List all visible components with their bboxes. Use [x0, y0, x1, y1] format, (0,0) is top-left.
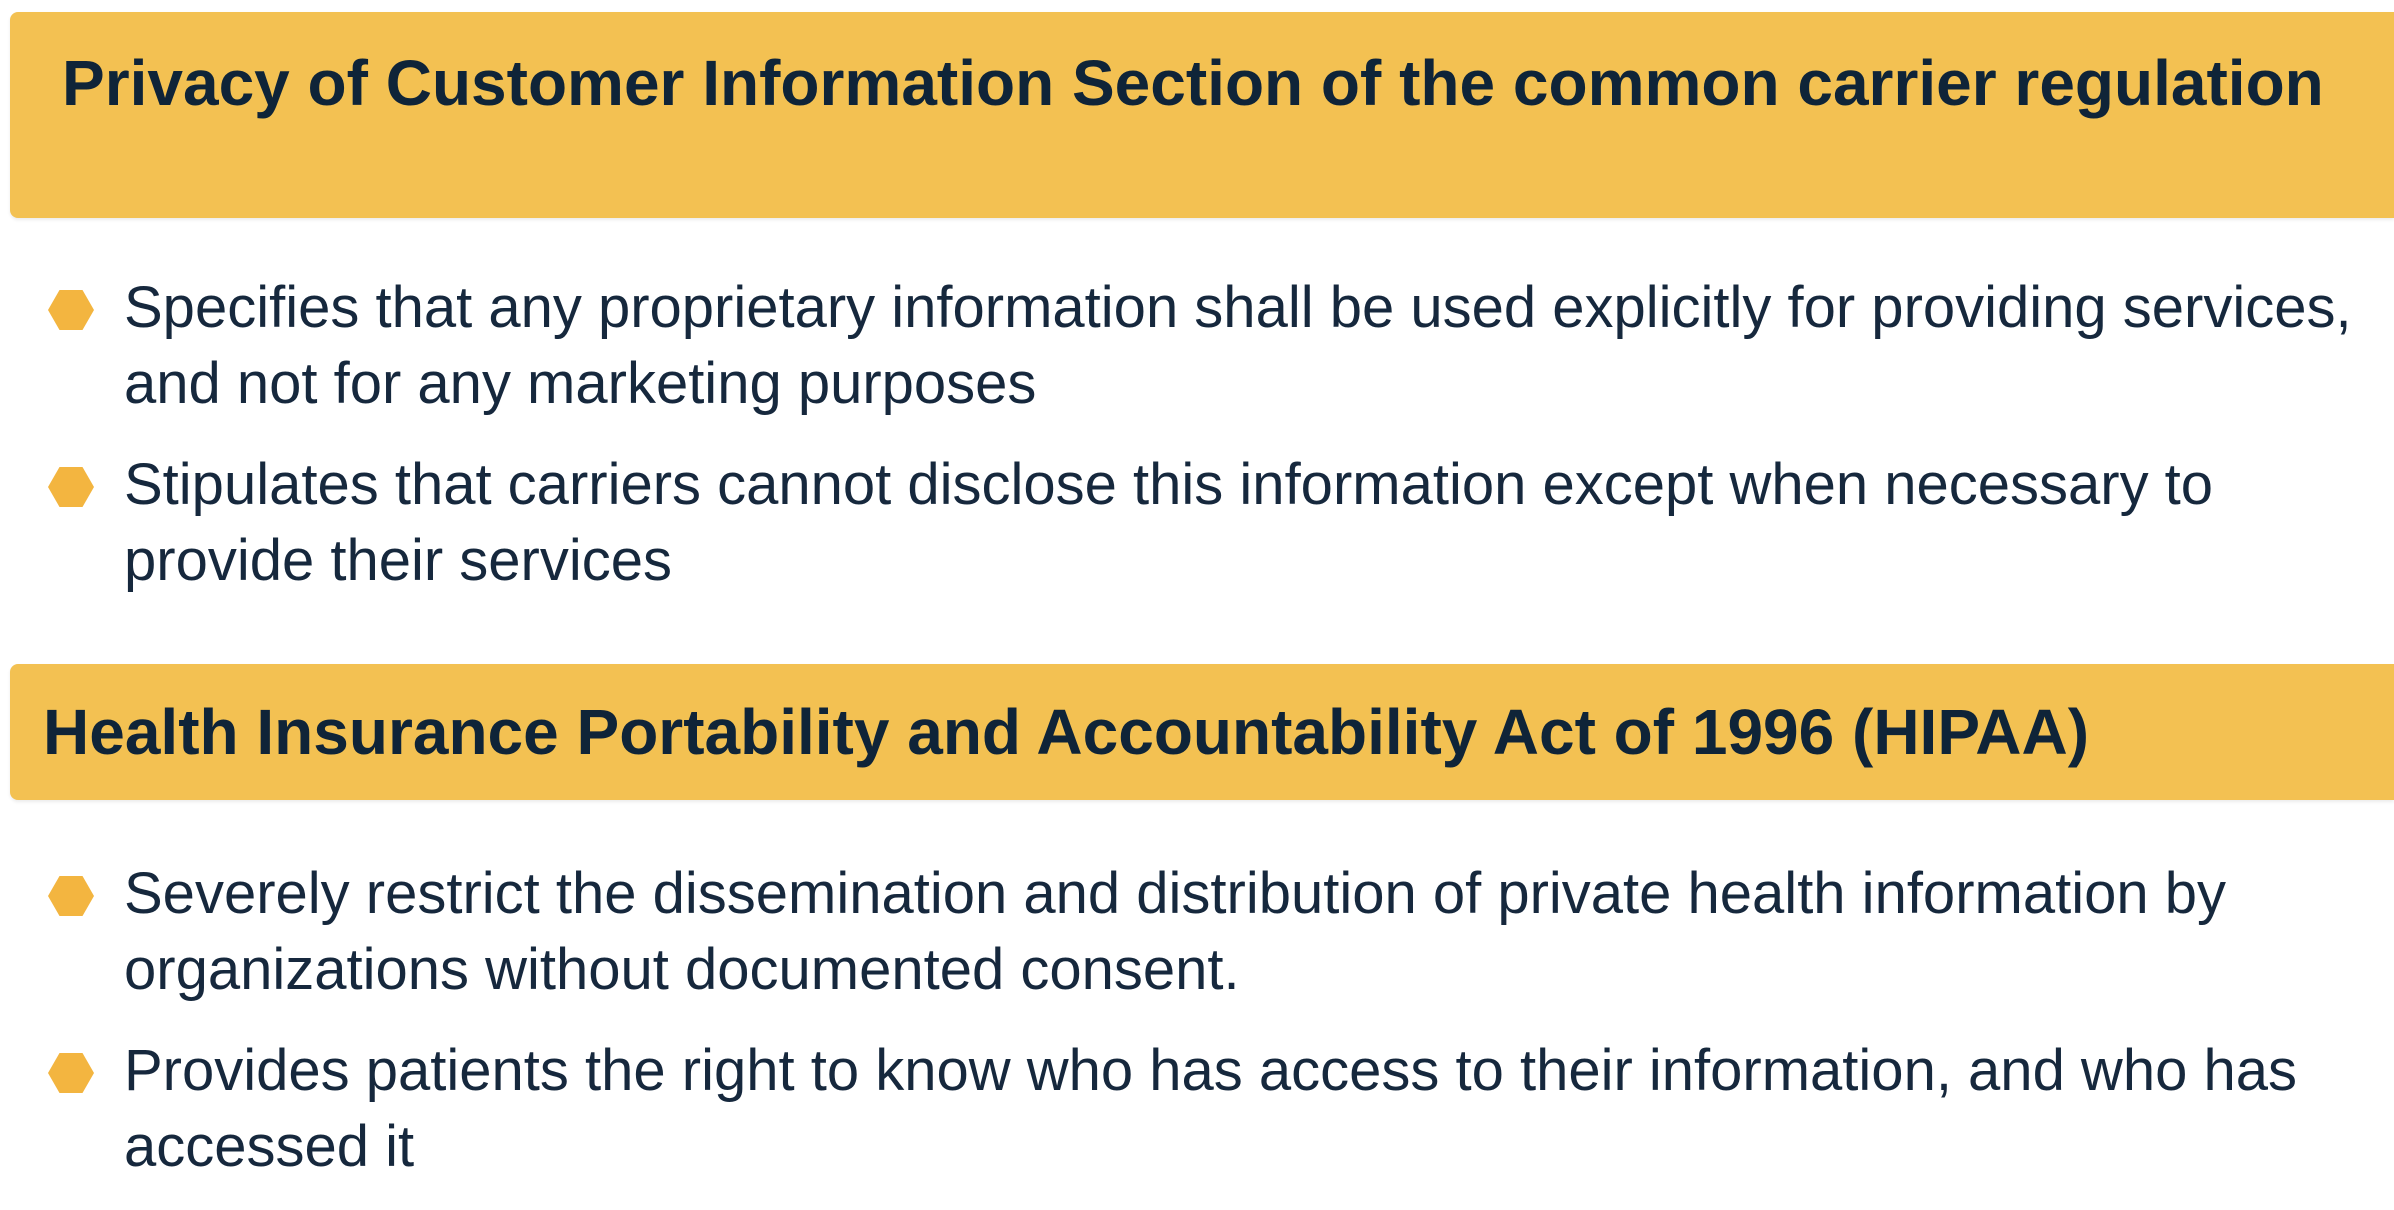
hexagon-bullet-icon [48, 467, 94, 507]
section-heading: Health Insurance Portability and Account… [43, 696, 2089, 768]
section-heading-banner: Privacy of Customer Information Section … [10, 12, 2394, 218]
hexagon-bullet-icon [48, 1053, 94, 1093]
bullet-item: Specifies that any proprietary informati… [0, 270, 2394, 422]
hexagon-bullet-icon [48, 290, 94, 330]
bullet-text: Severely restrict the dissemination and … [124, 861, 2226, 1002]
hexagon-bullet-icon [48, 876, 94, 916]
bullet-text: Stipulates that carriers cannot disclose… [124, 452, 2214, 593]
bullet-item: Provides patients the right to know who … [0, 1033, 2394, 1185]
bullet-item: Severely restrict the dissemination and … [0, 856, 2394, 1008]
section-heading-banner: Health Insurance Portability and Account… [10, 664, 2394, 800]
bullet-list: Specifies that any proprietary informati… [0, 270, 2394, 624]
bullet-list: Severely restrict the dissemination and … [0, 856, 2394, 1210]
bullet-item: Stipulates that carriers cannot disclose… [0, 447, 2394, 599]
bullet-text: Specifies that any proprietary informati… [124, 275, 2352, 416]
bullet-text: Provides patients the right to know who … [124, 1038, 2297, 1179]
section-heading: Privacy of Customer Information Section … [62, 47, 2324, 119]
